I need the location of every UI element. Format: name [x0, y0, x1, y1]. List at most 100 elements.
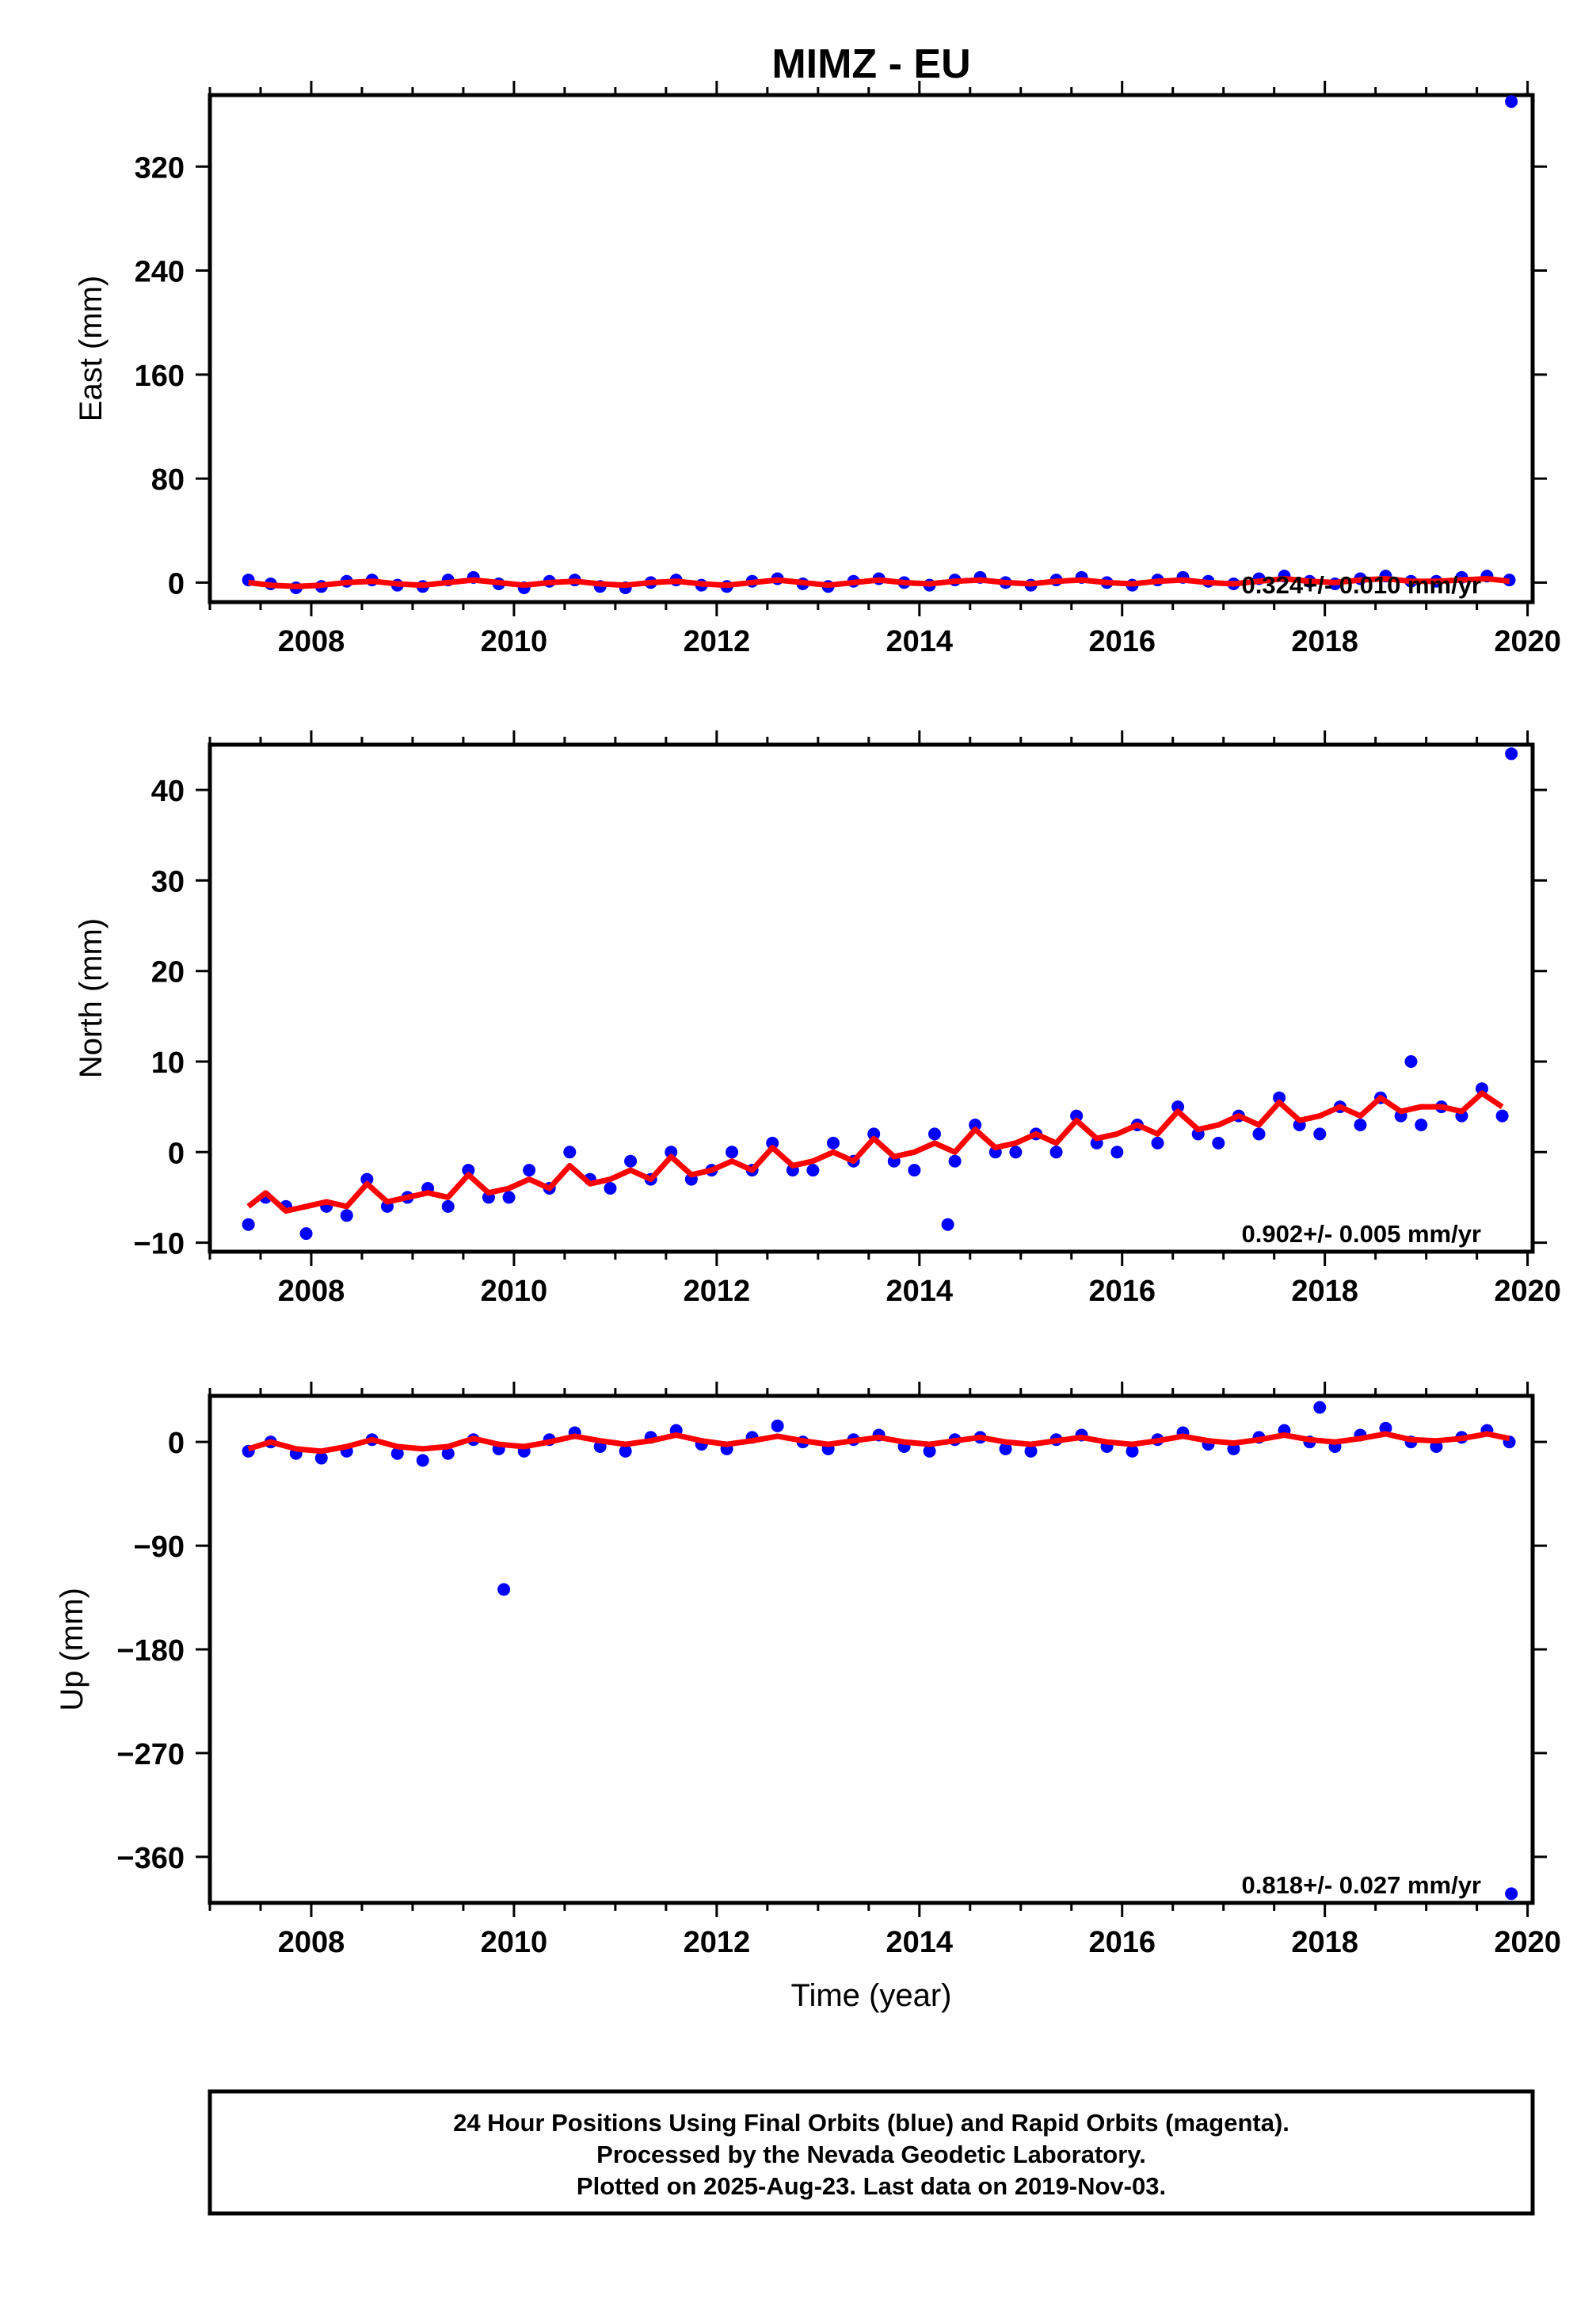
east-panel: 2008 2010 2012 2014 2016 2018 2020 0 80 160 240 320… [74, 81, 1561, 658]
data-point [1404, 1055, 1418, 1068]
north-ticks: 2008 2010 2012 2014 2016 2018 2020 −10 0 10 20 30 40 [134, 730, 1561, 1308]
footer-box: 24 Hour Positions Using Final Orbits (bl… [208, 2089, 1535, 2216]
east-daily-positions [242, 95, 1518, 594]
up-y-axis-label: Up (mm) [55, 1588, 90, 1711]
east-plot-frame [208, 93, 1535, 604]
data-point [340, 1209, 353, 1222]
x-tick-label: 2008 [278, 1275, 345, 1308]
east-marks [242, 95, 1518, 594]
data-point [923, 1444, 936, 1458]
data-point [1070, 1109, 1084, 1123]
data-point [941, 1218, 954, 1231]
data-point [1212, 1136, 1225, 1150]
x-tick-label: 2010 [481, 1926, 548, 1959]
data-point [1354, 1119, 1367, 1131]
east-rate-label: 0.324+/- 0.010 mm/yr [1242, 571, 1481, 599]
data-point [1505, 747, 1518, 761]
data-point [462, 1164, 475, 1177]
data-point [1126, 1444, 1139, 1458]
north-y-axis-label: North (mm) [74, 918, 109, 1078]
y-tick-label: 0 [168, 1137, 185, 1170]
figure-title: MIMZ - EU [771, 41, 970, 87]
data-point [999, 1442, 1012, 1455]
data-point [441, 1199, 455, 1213]
x-tick-label: 2014 [886, 1275, 954, 1308]
data-point [1415, 1119, 1428, 1131]
data-point [299, 1227, 313, 1241]
data-point [806, 1164, 820, 1177]
data-point [1024, 1444, 1038, 1458]
x-tick-label: 2018 [1291, 1275, 1358, 1308]
y-tick-label: −270 [116, 1738, 185, 1771]
x-tick-label: 2010 [481, 625, 548, 658]
y-tick-label: 20 [151, 956, 185, 989]
data-point [390, 1447, 404, 1460]
x-axis-label: Time (year) [791, 1978, 952, 2013]
y-tick-label: 320 [135, 151, 185, 185]
up-panel: 2008 2010 2012 2014 2016 2018 2020 −360 −270 −180… [55, 1382, 1561, 2013]
x-tick-label: 2016 [1088, 1275, 1156, 1308]
up-rate-label: 0.818+/- 0.027 mm/yr [1242, 1871, 1481, 1899]
data-point [360, 1172, 374, 1186]
x-tick-label: 2010 [481, 1275, 548, 1308]
data-point [867, 1127, 881, 1141]
y-tick-label: 0 [168, 1427, 185, 1460]
y-tick-label: −90 [134, 1531, 185, 1564]
up-daily-positions [242, 1401, 1518, 1901]
x-tick-label: 2018 [1291, 1926, 1358, 1959]
y-tick-label: 0 [168, 567, 185, 600]
data-point [726, 1146, 739, 1159]
data-point [1227, 1442, 1240, 1455]
x-tick-label: 2016 [1088, 625, 1156, 658]
data-point [1476, 1082, 1489, 1096]
data-point [604, 1182, 617, 1195]
x-tick-label: 2018 [1291, 625, 1358, 658]
data-point [441, 1447, 455, 1460]
data-point [242, 1218, 255, 1231]
data-point [948, 1154, 962, 1168]
data-point [1273, 1091, 1286, 1104]
data-point [1505, 95, 1518, 109]
y-tick-label: 160 [135, 360, 185, 393]
data-point [766, 1136, 779, 1150]
data-point [665, 1146, 678, 1159]
data-point [969, 1119, 982, 1131]
x-tick-label: 2020 [1494, 1275, 1561, 1308]
north-model-fit-line [246, 1090, 1504, 1214]
y-tick-label: −180 [116, 1634, 185, 1668]
data-point [1171, 1100, 1185, 1114]
data-point [1151, 1136, 1164, 1150]
data-point [1313, 1401, 1327, 1414]
data-point [1313, 1127, 1327, 1141]
up-plot-frame [208, 1394, 1535, 1905]
data-point [827, 1136, 840, 1150]
data-point [1505, 1887, 1518, 1901]
y-tick-label: 80 [151, 463, 185, 497]
data-point [1110, 1146, 1124, 1159]
x-tick-label: 2008 [278, 1926, 345, 1959]
footer-line-3: Plotted on 2025-Aug-23. Last data on 201… [577, 2172, 1166, 2200]
x-tick-label: 2014 [886, 1926, 954, 1959]
x-tick-label: 2020 [1494, 1926, 1561, 1959]
data-point [1009, 1146, 1023, 1159]
y-tick-label: 40 [151, 775, 185, 808]
footer-line-2: Processed by the Nevada Geodetic Laborat… [596, 2141, 1146, 2168]
y-tick-label: 240 [135, 256, 185, 289]
east-ticks: 2008 2010 2012 2014 2016 2018 2020 0 80 160 240 320 [135, 81, 1561, 658]
y-tick-label: −360 [116, 1842, 185, 1875]
up-ticks: 2008 2010 2012 2014 2016 2018 2020 −360 −270 −180… [116, 1382, 1561, 1959]
x-tick-label: 2016 [1088, 1926, 1156, 1959]
data-point [1379, 1421, 1392, 1435]
data-point [497, 1583, 511, 1596]
data-point [624, 1154, 638, 1168]
y-tick-label: 30 [151, 865, 185, 898]
y-tick-label: −10 [134, 1228, 185, 1261]
north-daily-positions [242, 747, 1518, 1241]
x-tick-label: 2012 [684, 1926, 751, 1959]
data-point [908, 1164, 921, 1177]
data-point [502, 1191, 516, 1204]
data-point [771, 1419, 784, 1432]
data-point [314, 1451, 328, 1465]
x-tick-label: 2012 [684, 625, 751, 658]
